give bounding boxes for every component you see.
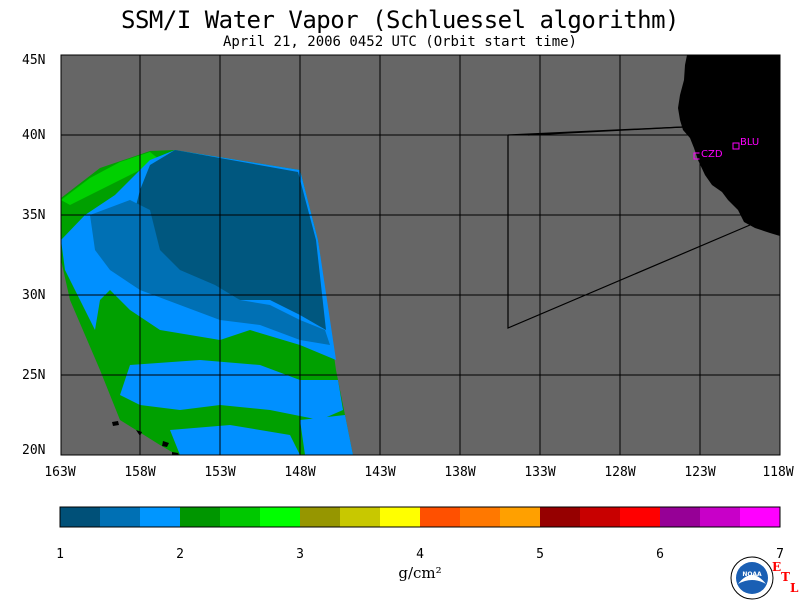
lon-label-133w: 133W	[524, 465, 555, 480]
lon-label-143w: 143W	[364, 465, 395, 480]
map-title: SSM/I Water Vapor (Schluessel algorithm)	[121, 6, 679, 34]
colorbar	[59, 506, 781, 528]
colorbar-tick-label: 3	[296, 547, 304, 562]
graticule	[61, 55, 780, 455]
colorbar-tick-label: 4	[416, 547, 424, 562]
lat-label-25n: 25N	[22, 368, 45, 383]
flight-track-path	[507, 126, 751, 329]
lon-label-128w: 128W	[604, 465, 635, 480]
colorbar-swatch	[500, 507, 541, 527]
etl-letter-e: E	[772, 560, 781, 574]
colorbar-tick-label: 5	[536, 547, 544, 562]
lon-label-163w: 163W	[44, 465, 75, 480]
lon-label-148w: 148W	[284, 465, 315, 480]
hawaii-islands	[112, 421, 179, 455]
colorbar-swatch	[380, 507, 421, 527]
colorbar-swatch	[740, 507, 781, 527]
noaa-logo: NOAA	[730, 556, 774, 600]
noaa-logo-text: NOAA	[742, 571, 762, 578]
colorbar-swatch	[300, 507, 341, 527]
colorbar-swatch	[100, 507, 141, 527]
lat-label-45n: 45N	[22, 53, 45, 68]
lon-label-158w: 158W	[124, 465, 155, 480]
colorbar-swatch	[60, 507, 101, 527]
swath-mid-blue	[90, 200, 330, 345]
lon-label-118w: 118W	[762, 465, 793, 480]
colorbar-frame	[59, 506, 781, 528]
lon-label-153w: 153W	[204, 465, 235, 480]
colorbar-swatch	[540, 507, 581, 527]
colorbar-tick-labels: 1 2 3 4 5 6 7	[56, 547, 784, 562]
lon-labels: 163W 158W 153W 148W 143W 138W 133W 128W …	[44, 465, 793, 480]
colorbar-swatch	[460, 507, 501, 527]
colorbar-swatch	[660, 507, 701, 527]
colorbar-swatch	[220, 507, 261, 527]
land-california	[678, 55, 780, 236]
swath-blue-bottom	[170, 415, 353, 455]
colorbar-swatch	[180, 507, 221, 527]
lat-label-40n: 40N	[22, 128, 45, 143]
swath-green-edge	[61, 152, 160, 205]
station-blu-label: BLU	[740, 137, 759, 148]
colorbar-swatch	[580, 507, 621, 527]
colorbar-swatch	[700, 507, 741, 527]
lon-label-123w: 123W	[684, 465, 715, 480]
colorbar-tick-label: 1	[56, 547, 64, 562]
colorbar-swatch	[260, 507, 301, 527]
colorbar-swatch	[620, 507, 661, 527]
etl-letter-l: L	[790, 581, 799, 595]
station-czd-label: CZD	[701, 149, 723, 160]
station-blu-marker	[732, 142, 740, 150]
lat-label-35n: 35N	[22, 208, 45, 223]
map-panel: CZD BLU	[60, 54, 781, 456]
colorbar-swatch	[420, 507, 461, 527]
colorbar-tick-label: 2	[176, 547, 184, 562]
colorbar-swatch	[140, 507, 181, 527]
etl-logo: E T L	[772, 560, 799, 595]
lat-label-20n: 20N	[22, 443, 45, 458]
swath-dark-core	[120, 150, 326, 330]
map-subtitle: April 21, 2006 0452 UTC (Orbit start tim…	[222, 34, 577, 50]
noaa-logo-bird	[738, 575, 766, 584]
colorbar-tick-label: 6	[656, 547, 664, 562]
lat-label-30n: 30N	[22, 288, 45, 303]
station-blu: BLU	[732, 137, 759, 150]
colorbar-tick-label: 7	[776, 547, 784, 562]
lat-labels: 45N 40N 35N 30N 25N 20N	[22, 53, 45, 458]
map-frame	[60, 54, 781, 456]
etl-letter-t: T	[781, 570, 790, 584]
colorbar-swatch	[340, 507, 381, 527]
lon-label-138w: 138W	[444, 465, 475, 480]
colorbar-units: g/cm²	[398, 564, 441, 582]
